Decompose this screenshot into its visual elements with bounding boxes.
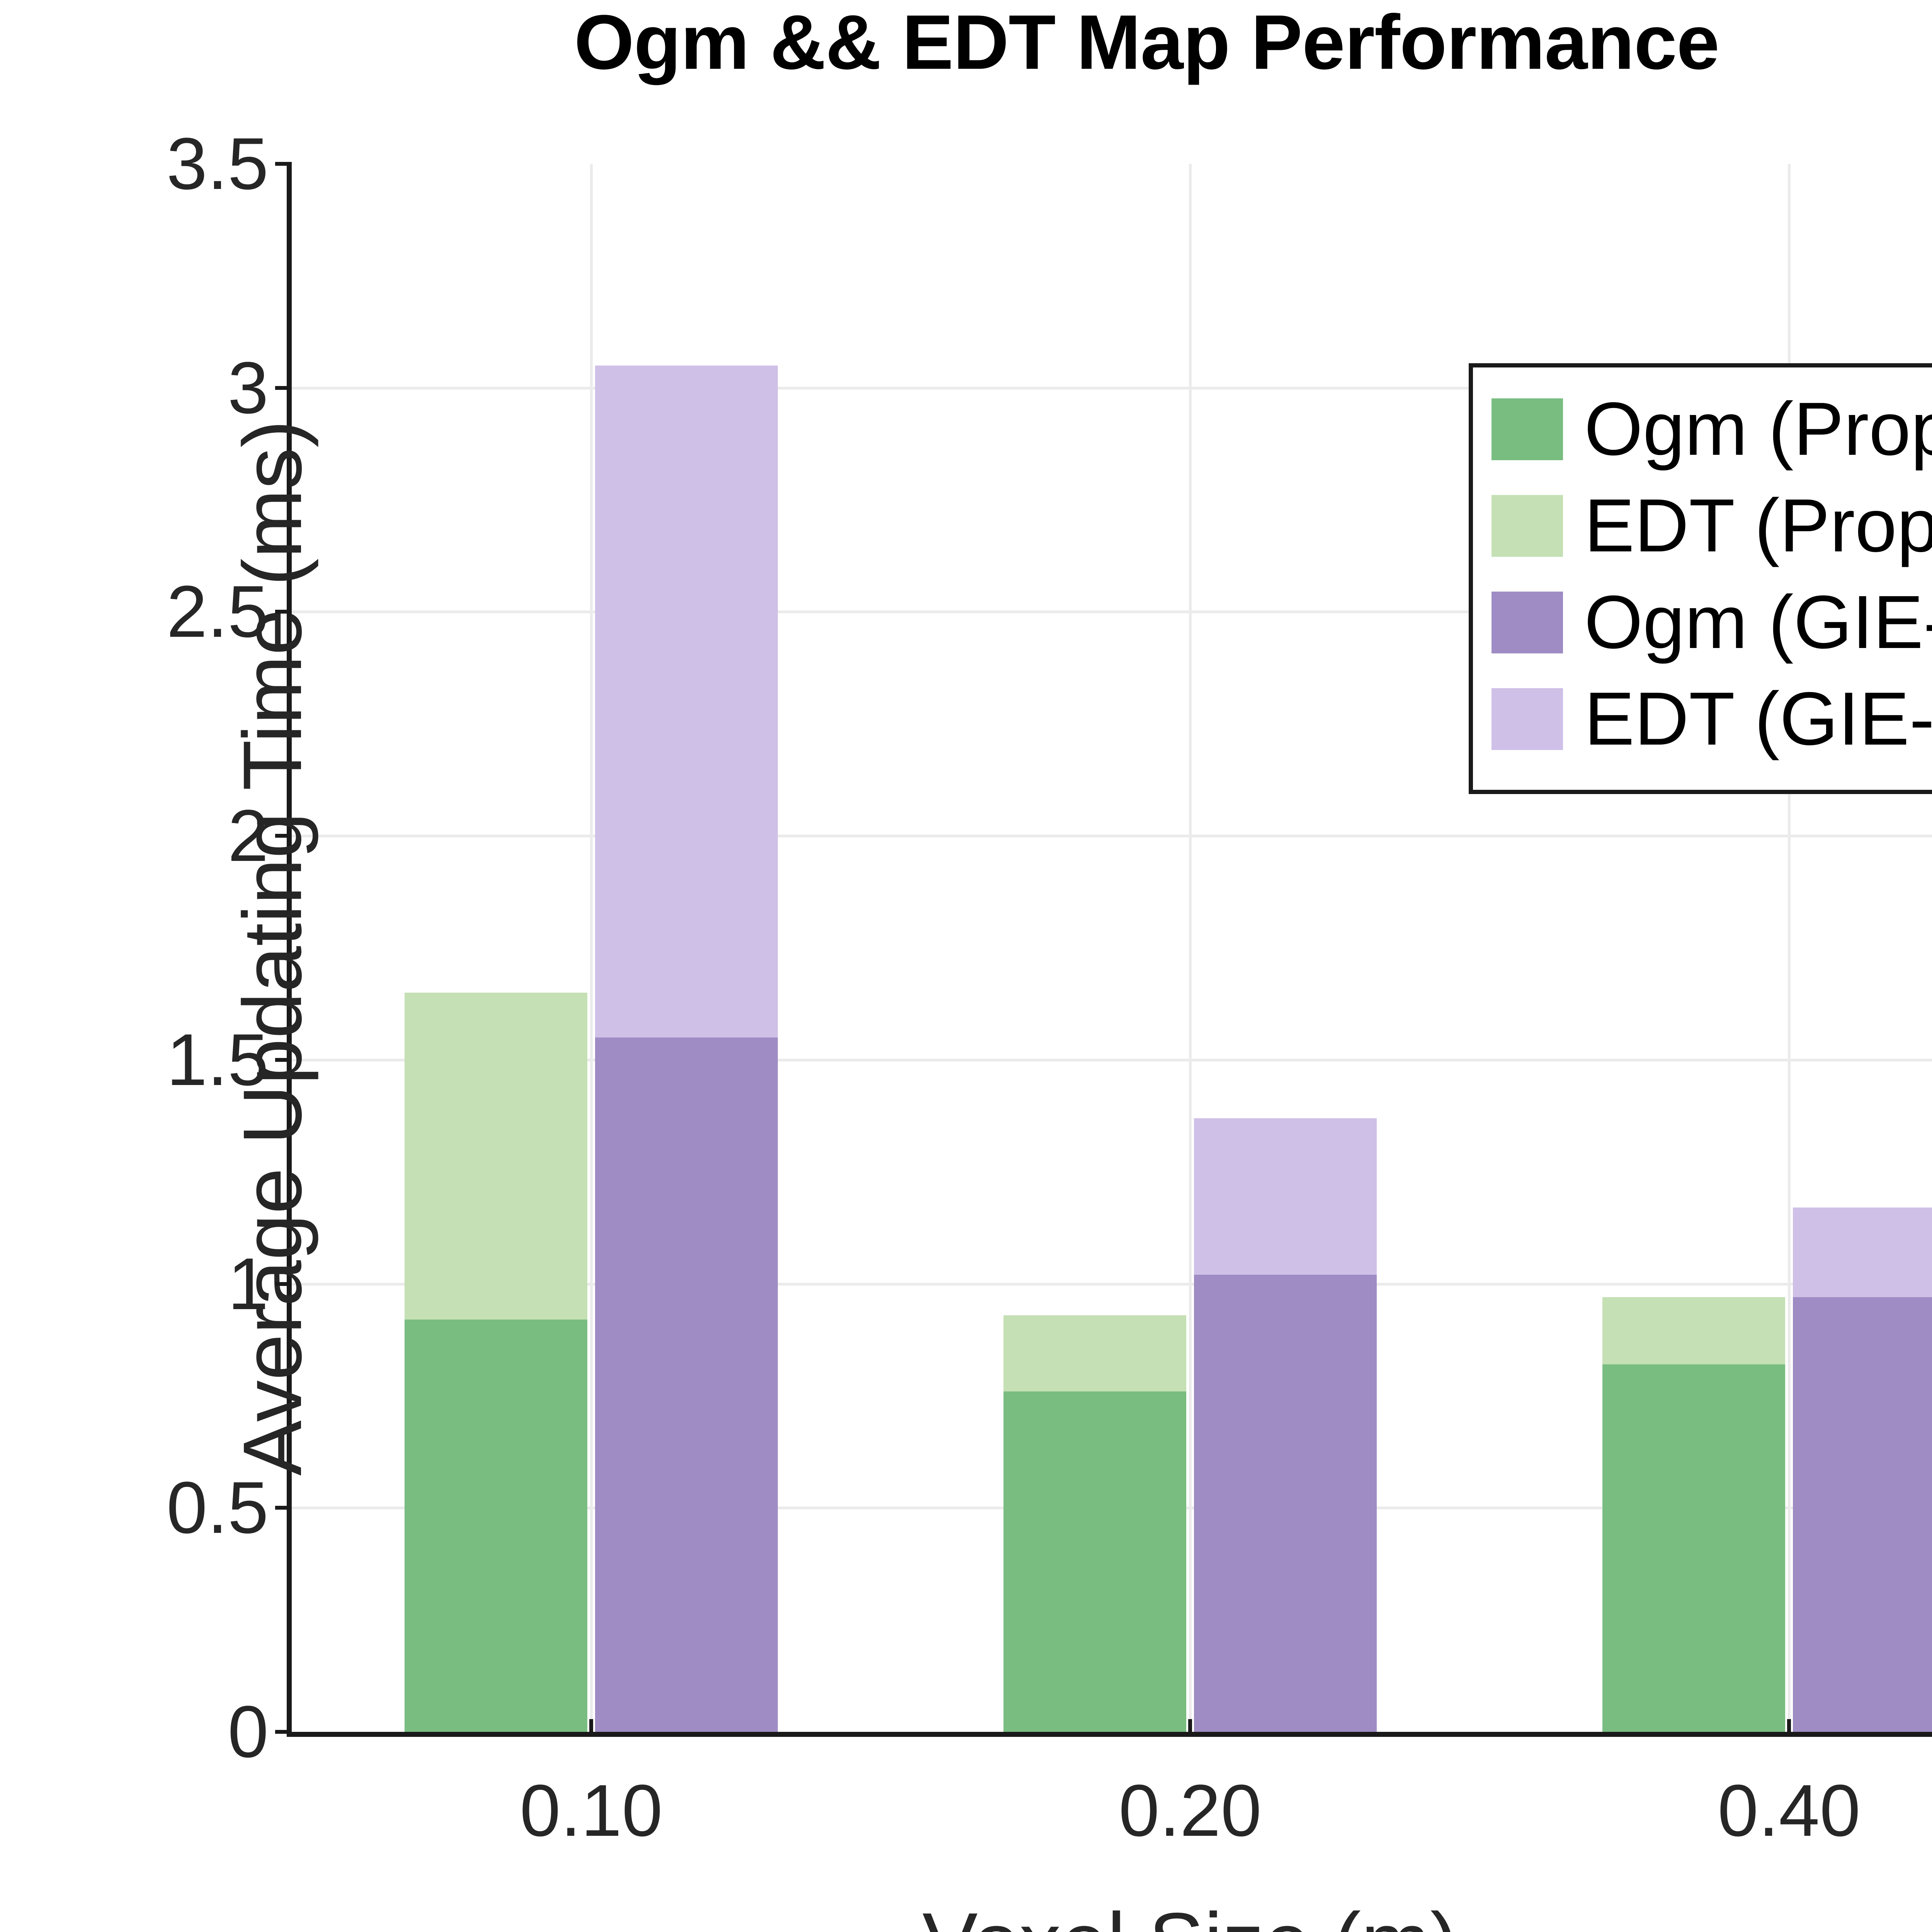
gridline-vertical	[1788, 164, 1791, 1732]
bar	[1793, 1297, 1932, 1732]
bar	[1602, 1364, 1785, 1732]
legend-item[interactable]: EDT (Proposed)	[1492, 480, 1932, 571]
y-axis-tick	[275, 162, 292, 166]
legend-label: EDT (Proposed)	[1584, 483, 1932, 568]
legend-item[interactable]: EDT (GIE-mapping)	[1492, 673, 1932, 764]
y-axis-tick	[275, 386, 292, 390]
plot-area: Average Updating Time (ms) Voxel Size (m…	[167, 123, 1932, 1932]
y-axis-tick	[275, 834, 292, 838]
gridline-horizontal	[292, 1282, 1932, 1286]
y-axis-tick-label: 1	[228, 1243, 269, 1325]
y-axis-tick-label: 2.5	[166, 571, 269, 653]
y-axis-tick	[275, 1506, 292, 1510]
bar	[595, 1037, 778, 1732]
y-axis-tick-label: 3	[228, 347, 269, 429]
legend-label: Ogm (Proposed)	[1584, 387, 1932, 471]
bar	[1003, 1391, 1186, 1732]
x-axis-tick	[1787, 1719, 1791, 1736]
legend-swatch	[1492, 495, 1563, 557]
chart-legend: Ogm (Proposed) EDT (Proposed) Ogm (GIE-map…	[1469, 363, 1932, 794]
y-axis-tick-label: 0	[228, 1691, 269, 1773]
y-axis-tick	[275, 610, 292, 614]
x-axis-tick-label: 0.20	[1119, 1770, 1262, 1852]
gridline-horizontal	[292, 835, 1932, 838]
gridline-vertical	[1189, 164, 1192, 1732]
x-axis-tick-label: 0.40	[1718, 1770, 1861, 1852]
y-axis-tick	[275, 1730, 292, 1734]
gridline-horizontal	[292, 611, 1932, 614]
legend-swatch	[1492, 688, 1563, 750]
y-axis-tick-label: 3.5	[166, 123, 269, 205]
bar	[405, 1320, 587, 1732]
y-axis-tick-label: 1.5	[166, 1019, 269, 1101]
legend-swatch	[1492, 398, 1563, 460]
legend-item[interactable]: Ogm (Proposed)	[1492, 384, 1932, 474]
legend-label: Ogm (GIE-mapping)	[1584, 580, 1932, 664]
gridline-horizontal	[292, 1058, 1932, 1061]
legend-label: EDT (GIE-mapping)	[1584, 677, 1932, 761]
gridline-horizontal	[292, 386, 1932, 389]
y-axis-tick-label: 0.5	[166, 1467, 269, 1549]
x-axis-label: Voxel Size (m)	[292, 1894, 1932, 1932]
gridline-vertical	[590, 164, 593, 1732]
x-axis-tick	[589, 1719, 593, 1736]
plot-inner	[292, 164, 1932, 1732]
chart-title: Ogm && EDT Map Performance	[574, 0, 1719, 85]
x-axis-tick	[1188, 1719, 1192, 1736]
legend-item[interactable]: Ogm (GIE-mapping)	[1492, 577, 1932, 668]
y-axis-tick	[275, 1282, 292, 1286]
y-axis-tick	[275, 1058, 292, 1062]
legend-swatch	[1492, 591, 1563, 653]
y-axis-tick-label: 2	[228, 795, 269, 877]
x-axis-tick-label: 0.10	[520, 1770, 663, 1852]
bar	[1194, 1275, 1377, 1732]
